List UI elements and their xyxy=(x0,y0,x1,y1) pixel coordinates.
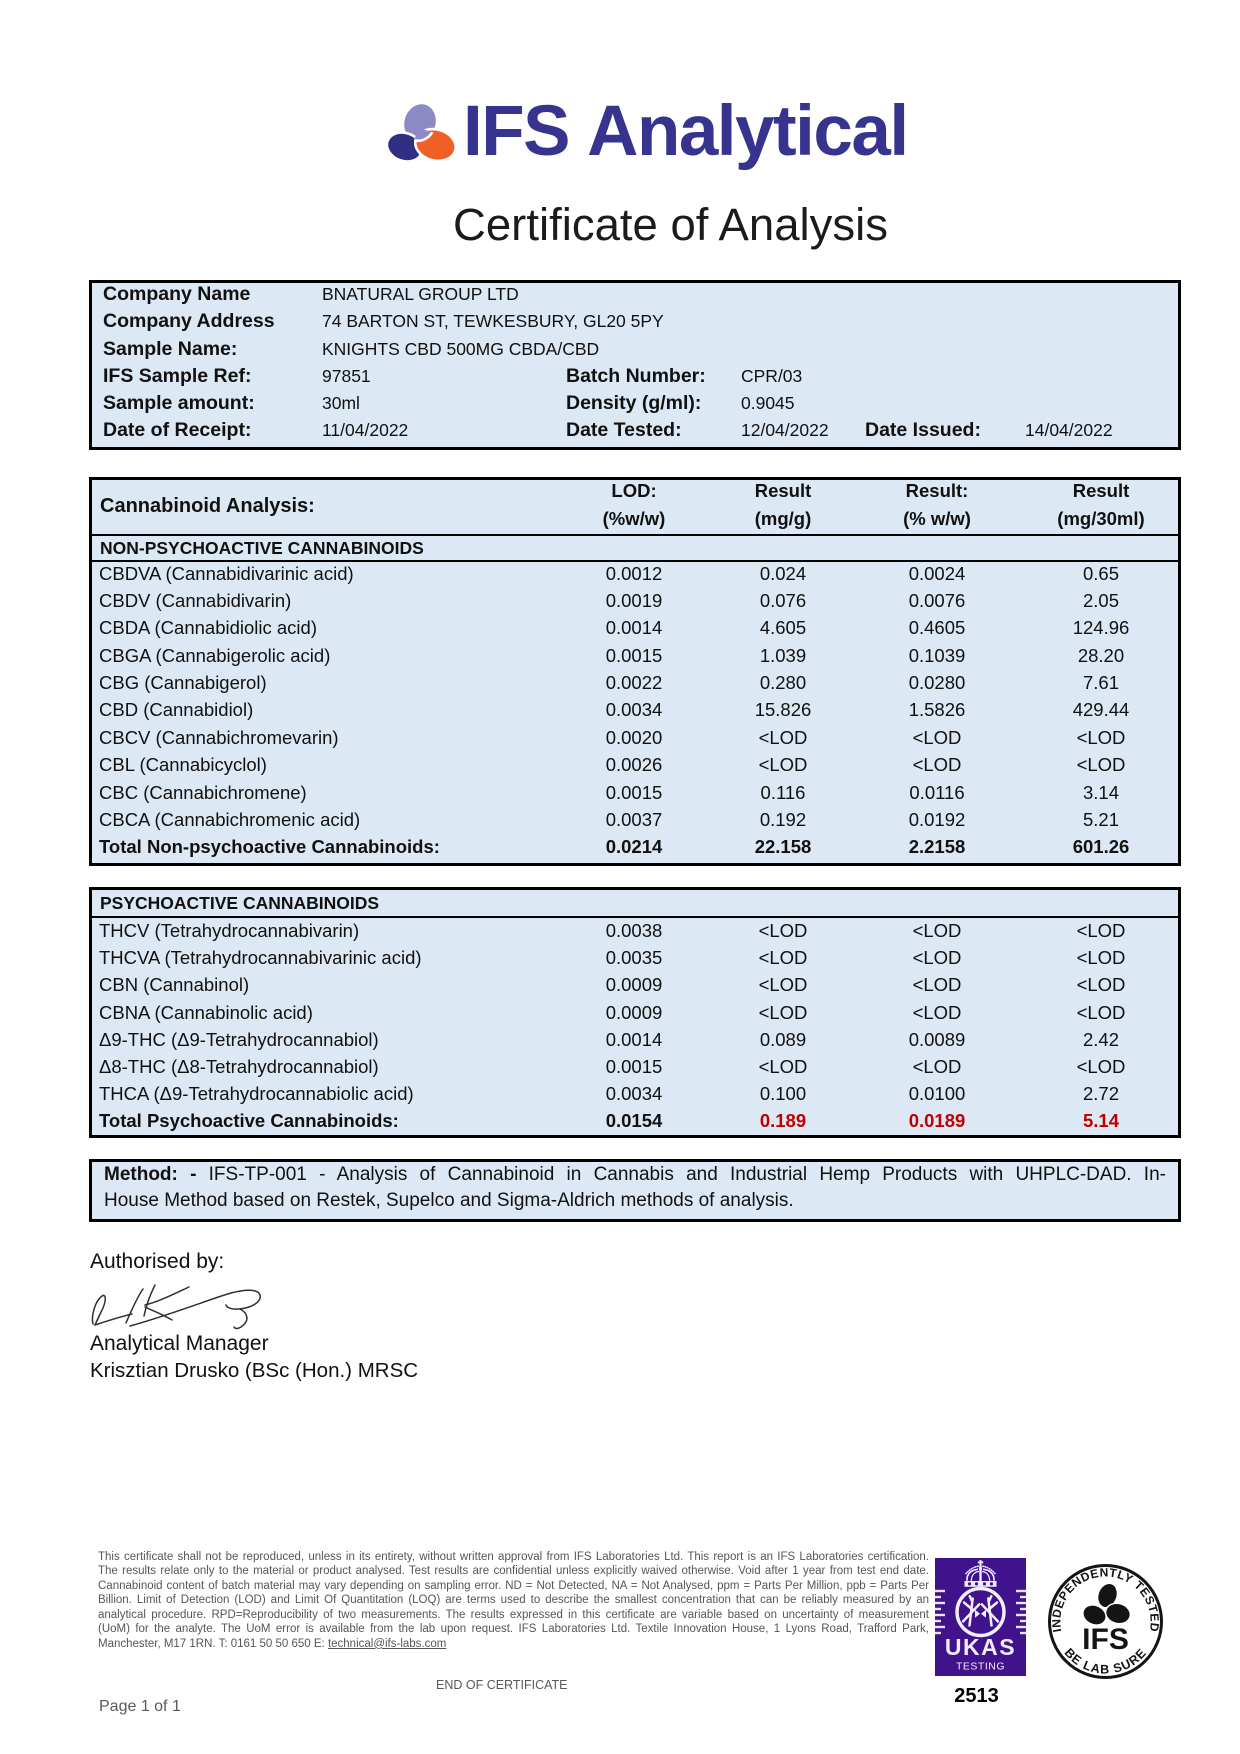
svg-text:UKAS: UKAS xyxy=(945,1634,1016,1660)
svg-text:TESTING: TESTING xyxy=(956,1661,1005,1673)
svg-text:IFS: IFS xyxy=(1082,1623,1129,1656)
